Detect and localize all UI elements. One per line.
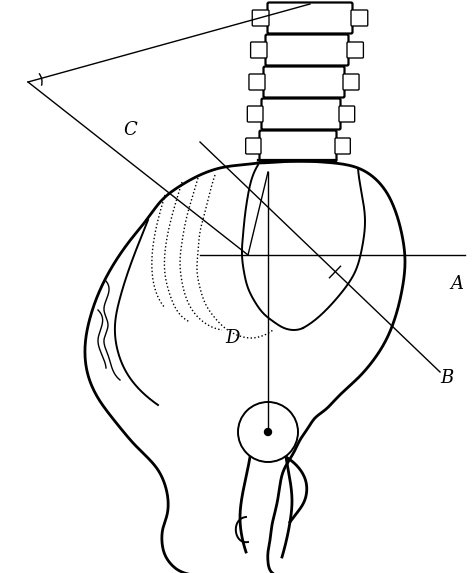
Text: C: C (123, 121, 137, 139)
Text: D: D (225, 329, 239, 347)
Text: B: B (440, 369, 453, 387)
FancyBboxPatch shape (264, 66, 345, 97)
FancyBboxPatch shape (267, 2, 353, 33)
Circle shape (238, 402, 298, 462)
Text: A: A (450, 275, 463, 293)
FancyBboxPatch shape (347, 42, 364, 58)
FancyBboxPatch shape (251, 42, 267, 58)
FancyBboxPatch shape (335, 138, 350, 154)
FancyBboxPatch shape (246, 138, 261, 154)
FancyBboxPatch shape (262, 99, 340, 129)
FancyBboxPatch shape (247, 106, 263, 122)
Circle shape (264, 429, 272, 435)
FancyBboxPatch shape (343, 74, 359, 90)
FancyBboxPatch shape (252, 10, 269, 26)
FancyBboxPatch shape (249, 74, 265, 90)
FancyBboxPatch shape (265, 34, 348, 65)
FancyBboxPatch shape (351, 10, 368, 26)
FancyBboxPatch shape (339, 106, 355, 122)
FancyBboxPatch shape (259, 131, 337, 162)
